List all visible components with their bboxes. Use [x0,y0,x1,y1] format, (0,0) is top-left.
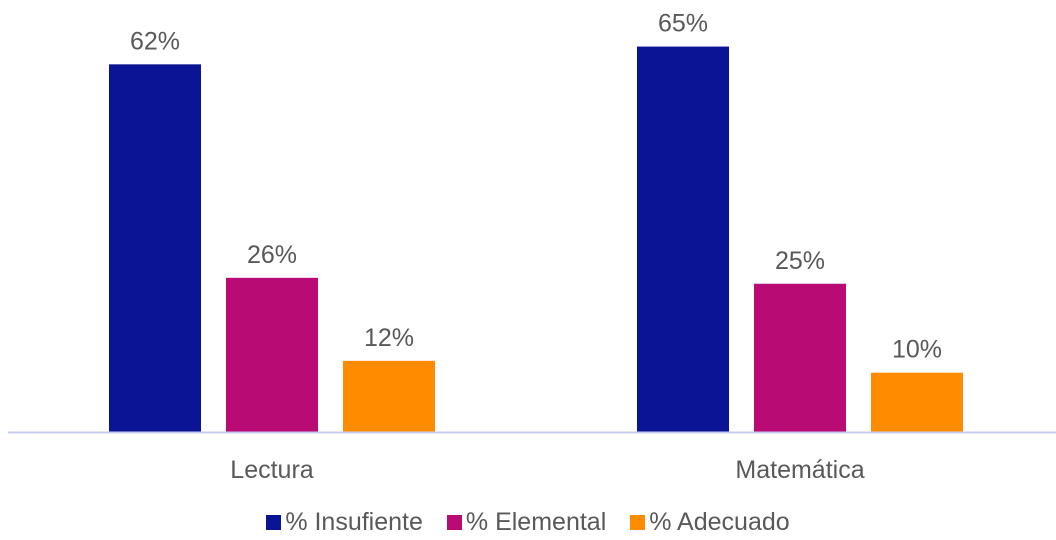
bar-lectura-insufiente [109,64,201,432]
legend-swatch-elemental [446,515,462,530]
bar-chart: 62% 26% 12% 65% 25% 10% Lectura Matemática [8,10,1056,484]
bar-lectura-elemental [226,277,318,432]
legend-swatch-insufiente [266,515,282,530]
bar-matemática-elemental [754,283,846,432]
category-label-1: Matemática [735,456,864,484]
legend: % Insufiente % Elemental % Adecuado [0,508,1056,537]
legend-swatch-adecuado [630,515,646,530]
bar-lectura-adecuado [343,360,435,432]
legend-item-insufiente[interactable]: % Insufiente [266,508,423,537]
value-label-lectura-insufiente: 62% [130,27,180,55]
bar-matemática-adecuado [871,372,963,432]
value-label-matemática-adecuado: 10% [892,336,942,364]
value-labels-group: 62% 26% 12% 65% 25% 10% [130,10,942,364]
value-label-lectura-elemental: 26% [247,241,297,269]
value-label-lectura-adecuado: 12% [364,324,414,352]
bar-matemática-insufiente [637,46,729,433]
category-label-0: Lectura [230,456,313,484]
legend-item-elemental[interactable]: % Elemental [446,508,607,537]
legend-label-adecuado: % Adecuado [649,508,790,536]
value-label-matemática-insufiente: 65% [658,10,708,38]
value-label-matemática-elemental: 25% [775,247,825,275]
legend-label-elemental: % Elemental [465,508,607,536]
bars-group [109,46,963,433]
category-labels-group: Lectura Matemática [230,456,864,484]
legend-label-insufiente: % Insufiente [285,508,423,536]
legend-item-adecuado[interactable]: % Adecuado [630,508,790,537]
